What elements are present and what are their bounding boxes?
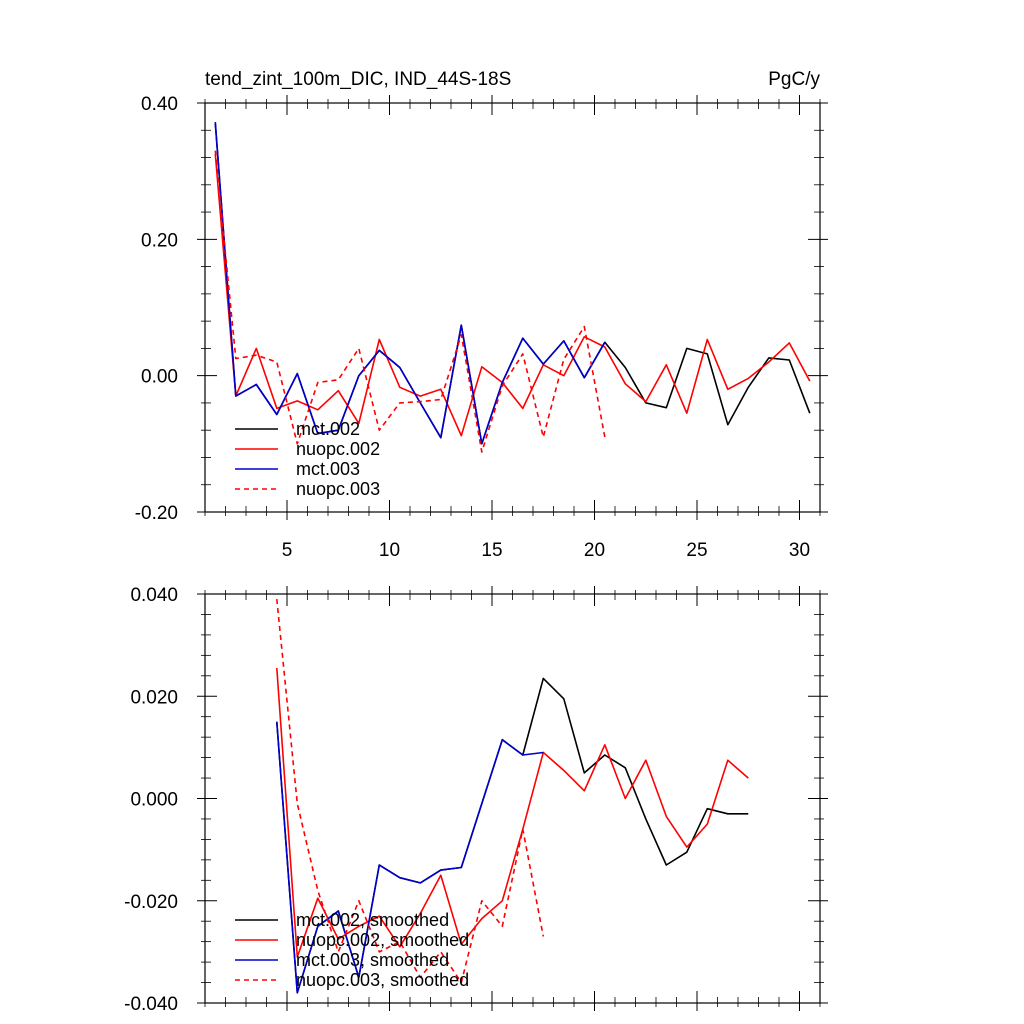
- y-tick-label: 0.40: [141, 94, 178, 115]
- series-line: [276, 599, 545, 984]
- top-panel: tend_zint_100m_DIC, IND_44S-18S PgC/y 5 1…: [135, 69, 828, 561]
- y-tick-label: -0.040: [124, 994, 178, 1015]
- x-tick-label: 10: [379, 540, 400, 561]
- x-tick-label: 20: [584, 540, 605, 561]
- legend-label: nuopc.003: [296, 479, 380, 499]
- y-tick-label: 0.000: [130, 790, 178, 811]
- chart-units: PgC/y: [768, 69, 820, 90]
- x-tick-label: 15: [481, 540, 502, 561]
- legend-label: mct.002: [296, 419, 360, 439]
- chart-title: tend_zint_100m_DIC, IND_44S-18S: [205, 69, 511, 90]
- bottom-panel: -0.040 -0.020 0.000 0.020 0.040 mct.002, smoo…: [124, 585, 828, 1015]
- y-tick-label: -0.020: [124, 892, 178, 913]
- y-tick-label: 0.20: [141, 230, 178, 251]
- x-tick-label: 5: [282, 540, 293, 561]
- y-tick-label: 0.00: [141, 367, 178, 388]
- series-line: [214, 122, 606, 445]
- y-tick-label: 0.040: [130, 585, 178, 606]
- series-line: [214, 154, 811, 437]
- legend-label: mct.002, smoothed: [296, 910, 449, 930]
- y-tick-label: 0.020: [130, 687, 178, 708]
- x-tick-label: 30: [789, 540, 810, 561]
- series-line: [276, 668, 749, 958]
- legend-label: nuopc.002: [296, 439, 380, 459]
- legend-label: nuopc.003, smoothed: [296, 970, 469, 990]
- legend-label: nuopc.002, smoothed: [296, 930, 469, 950]
- series-line: [214, 150, 606, 453]
- legend-label: mct.003, smoothed: [296, 950, 449, 970]
- series-line: [276, 721, 544, 994]
- x-tick-label: 25: [686, 540, 707, 561]
- legend-label: mct.003: [296, 459, 360, 479]
- y-tick-label: -0.20: [135, 503, 178, 524]
